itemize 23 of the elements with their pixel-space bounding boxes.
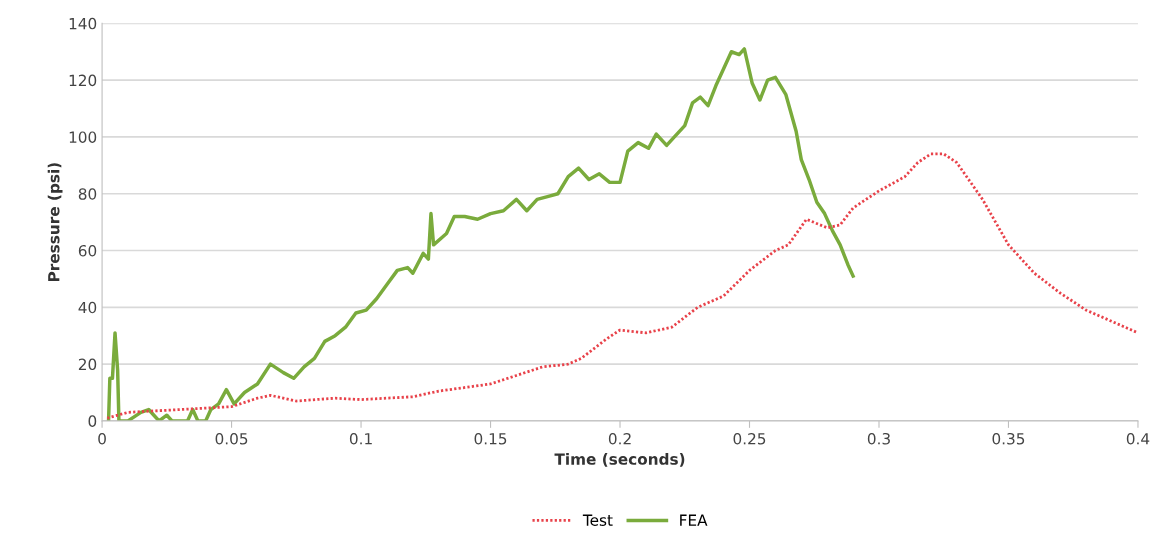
x-tick-label: 0.1 <box>349 432 372 445</box>
y-tick-label: 80 <box>78 188 97 200</box>
x-tick-label: 0.2 <box>608 432 631 445</box>
legend-label: Test <box>582 514 613 526</box>
x-tick-label: 0.4 <box>1126 432 1150 445</box>
x-tick-label: 0.35 <box>992 432 1025 445</box>
y-axis-title: Pressure (psi) <box>47 163 63 282</box>
y-tick-label: 140 <box>69 17 97 30</box>
line-series <box>106 47 855 421</box>
y-tick-label: 60 <box>78 244 97 257</box>
y-tick-label: 0 <box>88 415 97 427</box>
line-series <box>105 152 1138 420</box>
x-tick-label: 0.3 <box>867 432 890 445</box>
y-tick-label: 40 <box>78 301 97 314</box>
x-tick-label: 0.25 <box>733 432 766 445</box>
x-tick-label: 0.15 <box>474 432 507 445</box>
x-axis-title: Time (seconds) <box>554 453 685 467</box>
y-tick-label: 20 <box>78 358 97 371</box>
y-tick-label: 100 <box>69 131 97 143</box>
x-tick-label: 0 <box>98 432 106 445</box>
legend-label: FEA <box>680 514 708 526</box>
y-tick-label: 120 <box>69 74 97 87</box>
x-tick-label: 0.05 <box>215 432 248 445</box>
